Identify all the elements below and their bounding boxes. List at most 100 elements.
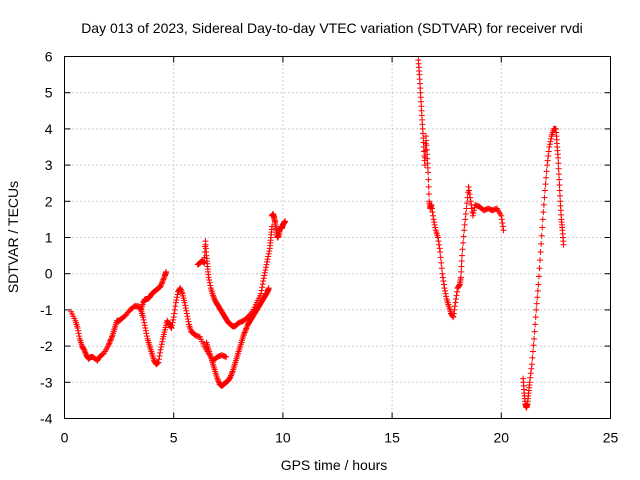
data-point (107, 336, 114, 343)
data-point (460, 239, 467, 246)
data-point (265, 250, 272, 257)
data-point (466, 187, 473, 194)
data-point (556, 182, 563, 189)
data-point (173, 294, 180, 301)
data-point (227, 373, 234, 380)
data-point (538, 232, 545, 239)
data-point (82, 349, 89, 356)
data-point (470, 210, 477, 217)
data-point (545, 153, 552, 160)
data-point (263, 261, 270, 268)
data-point (528, 365, 535, 372)
data-point (261, 272, 268, 279)
data-point (431, 221, 438, 228)
data-point (467, 194, 474, 201)
data-point (75, 327, 82, 334)
data-point (499, 220, 506, 227)
data-point (434, 234, 441, 241)
data-point (74, 325, 81, 331)
data-point (107, 337, 114, 344)
data-point (422, 147, 429, 154)
data-point (207, 282, 214, 289)
data-point (158, 280, 165, 287)
data-point (442, 290, 449, 297)
data-point (537, 248, 544, 255)
data-point (258, 287, 265, 294)
data-point (440, 281, 447, 288)
data-point (545, 148, 552, 155)
data-point (450, 314, 457, 321)
x-tick-labels: 0 5 10 15 20 25 (61, 430, 619, 446)
data-point (428, 201, 435, 208)
data-point (106, 339, 113, 346)
data-point (539, 216, 546, 223)
data-point (177, 286, 184, 293)
data-point (240, 332, 247, 339)
y-axis-label: SDTVAR / TECUs (5, 181, 21, 293)
data-point (461, 227, 468, 234)
data-point (214, 375, 221, 382)
y-tick-label: -2 (40, 338, 53, 354)
data-point (531, 335, 538, 342)
data-point (140, 314, 147, 321)
data-point (541, 194, 548, 201)
data-point (171, 310, 178, 317)
data-point (439, 274, 446, 281)
data-point (560, 241, 567, 248)
data-point (261, 269, 268, 276)
data-point (142, 325, 149, 331)
data-point (156, 353, 163, 360)
data-point (436, 245, 443, 252)
data-point (243, 324, 250, 331)
data-point (458, 268, 465, 275)
data-point (172, 299, 179, 306)
data-point (214, 377, 221, 384)
data-point (556, 192, 563, 199)
data-point (454, 288, 461, 295)
data-point (183, 307, 190, 314)
data-point (105, 341, 112, 348)
data-point (81, 348, 88, 355)
data-point (533, 300, 540, 307)
data-point (241, 330, 248, 337)
data-point (458, 258, 465, 265)
data-point (425, 169, 432, 176)
data-point (469, 212, 476, 219)
data-point (159, 279, 166, 286)
data-point (529, 348, 536, 355)
y-tick-label: -4 (40, 411, 53, 427)
data-point (223, 353, 230, 360)
data-point (443, 293, 450, 300)
data-point (266, 248, 273, 255)
data-point (451, 306, 458, 313)
data-point (259, 281, 266, 288)
data-point (171, 306, 178, 313)
data-point (527, 374, 534, 381)
data-point (242, 326, 249, 333)
data-point (540, 209, 547, 216)
data-point (537, 257, 544, 264)
data-point (527, 370, 534, 377)
data-point (177, 285, 184, 292)
data-point (450, 310, 457, 317)
data-point (431, 219, 438, 226)
data-point (170, 314, 177, 321)
data-point (265, 285, 272, 292)
data-point (555, 154, 562, 161)
data-point (555, 160, 562, 167)
data-point (459, 246, 466, 253)
data-point (206, 279, 213, 286)
data-point (157, 349, 164, 356)
data-point (534, 294, 541, 301)
data-point (463, 205, 470, 212)
data-point (432, 224, 439, 231)
data-point (461, 221, 468, 228)
data-point (543, 174, 550, 181)
data-point (76, 333, 83, 340)
data-point (181, 299, 188, 306)
data-point (260, 277, 267, 284)
data-point (75, 330, 82, 337)
data-point (228, 371, 235, 378)
